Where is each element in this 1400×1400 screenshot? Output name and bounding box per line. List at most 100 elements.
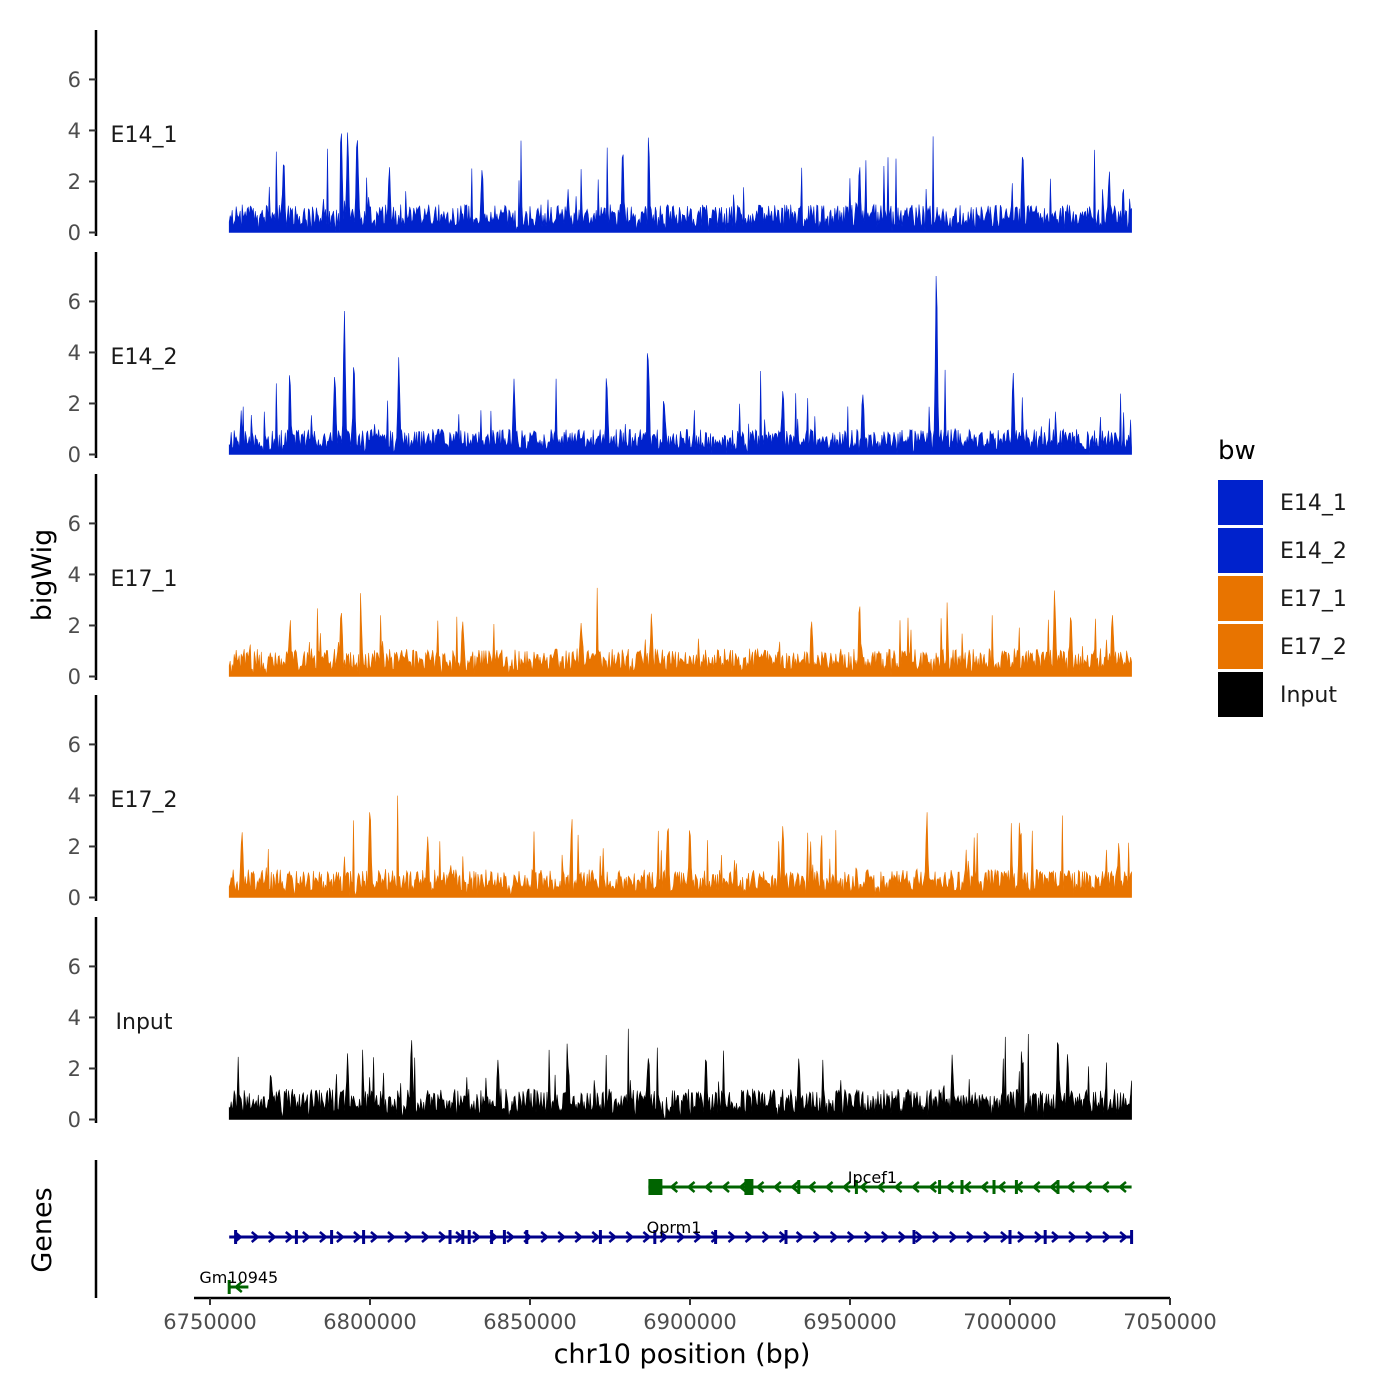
strand-arrow-Ipcef1 xyxy=(772,1181,782,1193)
legend-item-E14_1: E14_1 xyxy=(1218,480,1347,525)
exon-Oprm1 xyxy=(490,1230,494,1244)
y-tick-label-Input-0: 0 xyxy=(68,1108,81,1132)
panel-E14_1: 0 2 4 6 E14_1 xyxy=(68,30,1132,245)
strand-arrow-Oprm1 xyxy=(880,1231,890,1243)
signal-area-E14_2 xyxy=(228,275,1132,455)
y-tick-label-E14_2-6: 6 xyxy=(68,290,81,314)
exon-Oprm1 xyxy=(1008,1230,1012,1244)
strand-arrow-Oprm1 xyxy=(472,1231,482,1243)
gene-label-Oprm1: Oprm1 xyxy=(647,1218,702,1237)
strand-arrow-Ipcef1 xyxy=(1118,1181,1127,1193)
panel-Input: 0 2 4 6 Input xyxy=(68,917,1132,1132)
strand-arrow-Ipcef1 xyxy=(1048,1181,1058,1193)
strand-arrow-Oprm1 xyxy=(250,1231,260,1243)
legend-item-Input: Input xyxy=(1218,672,1337,717)
signal-area-E14_1 xyxy=(228,132,1132,233)
y-axis-title: bigWig xyxy=(27,529,58,622)
strand-arrow-Oprm1 xyxy=(336,1231,345,1243)
strand-arrow-Oprm1 xyxy=(404,1231,413,1243)
legend-label-E14_2: E14_2 xyxy=(1280,539,1347,564)
strand-arrow-Oprm1 xyxy=(676,1231,686,1243)
strand-arrow-Oprm1 xyxy=(267,1231,277,1243)
strand-arrow-Oprm1 xyxy=(966,1231,975,1243)
strand-arrow-Oprm1 xyxy=(302,1231,311,1243)
track-label-E14_2: E14_2 xyxy=(111,345,178,370)
genes-axis-title: Genes xyxy=(27,1187,58,1272)
y-tick-label-Input-6: 6 xyxy=(68,955,81,979)
signal-area-Input xyxy=(228,1028,1132,1120)
legend-label-E17_1: E17_1 xyxy=(1280,587,1347,612)
exon-Oprm1 xyxy=(467,1230,471,1244)
y-tick-label-E14_2-4: 4 xyxy=(68,341,81,365)
strand-arrow-Oprm1 xyxy=(1017,1231,1026,1243)
y-tick-label-E17_1-2: 2 xyxy=(68,614,81,638)
y-tick-label-E17_1-0: 0 xyxy=(68,665,81,689)
legend-label-Input: Input xyxy=(1280,683,1337,708)
strand-arrow-Oprm1 xyxy=(642,1231,652,1243)
legend-swatch-E17_2 xyxy=(1218,624,1263,669)
strand-arrow-Ipcef1 xyxy=(893,1181,903,1193)
exon-Ipcef1 xyxy=(797,1180,801,1194)
exon-Oprm1 xyxy=(362,1230,366,1244)
strand-arrow-Oprm1 xyxy=(540,1231,550,1243)
exon-Oprm1 xyxy=(294,1230,298,1244)
y-tick-label-E14_1-6: 6 xyxy=(68,68,81,92)
strand-arrow-Ipcef1 xyxy=(979,1181,989,1193)
strand-arrow-Ipcef1 xyxy=(1031,1181,1041,1193)
signal-panels: 0 2 4 6 E14_1 0 2 4 6 E14_2 0 2 4 6 E17_1 0 2 4 6 E17_2 0 2 4 6… xyxy=(68,30,1132,1132)
strand-arrow-Oprm1 xyxy=(284,1231,294,1243)
exon-block-Ipcef1 xyxy=(648,1179,663,1195)
x-tick-label-6900000: 6900000 xyxy=(643,1310,737,1334)
exon-Oprm1 xyxy=(330,1230,334,1244)
strand-arrow-Oprm1 xyxy=(1068,1231,1077,1243)
gene-label-Ipcef1: Ipcef1 xyxy=(848,1168,897,1187)
legend-item-E17_2: E17_2 xyxy=(1218,624,1347,669)
strand-arrow-Ipcef1 xyxy=(755,1181,765,1193)
strand-arrow-Oprm1 xyxy=(1102,1231,1112,1243)
strand-arrow-Oprm1 xyxy=(710,1231,720,1243)
strand-arrow-Oprm1 xyxy=(1119,1231,1129,1243)
exon-Oprm1 xyxy=(1043,1230,1047,1244)
gene-Oprm1: Oprm1 xyxy=(229,1218,1134,1244)
y-tick-label-E17_2-0: 0 xyxy=(68,886,81,910)
exon-Oprm1 xyxy=(234,1230,238,1244)
strand-arrow-Ipcef1 xyxy=(721,1181,730,1193)
x-tick-label-7050000: 7050000 xyxy=(1123,1310,1217,1334)
strand-arrow-Oprm1 xyxy=(983,1231,992,1243)
strand-arrow-Oprm1 xyxy=(608,1231,618,1243)
strand-arrow-Oprm1 xyxy=(897,1231,907,1243)
strand-arrow-Oprm1 xyxy=(727,1231,737,1243)
exon-Oprm1 xyxy=(714,1230,718,1244)
strand-arrow-Ipcef1 xyxy=(945,1181,955,1193)
x-tick-label-7000000: 7000000 xyxy=(963,1310,1057,1334)
exon-Ipcef1 xyxy=(1056,1180,1060,1194)
y-tick-label-E14_1-2: 2 xyxy=(68,170,81,194)
strand-arrow-Ipcef1 xyxy=(841,1181,851,1193)
x-tick-label-6800000: 6800000 xyxy=(323,1310,417,1334)
strand-arrow-Oprm1 xyxy=(949,1231,958,1243)
exon-Oprm1 xyxy=(1130,1230,1134,1244)
track-label-E14_1: E14_1 xyxy=(111,123,178,148)
strand-arrow-Oprm1 xyxy=(591,1231,601,1243)
y-tick-label-Input-2: 2 xyxy=(68,1057,81,1081)
gene-Gm10945: Gm10945 xyxy=(199,1268,278,1294)
exon-Ipcef1 xyxy=(854,1180,858,1194)
strand-arrow-Ipcef1 xyxy=(910,1181,920,1193)
legend-item-E14_2: E14_2 xyxy=(1218,528,1347,573)
genes-panel: Genes Ipcef1 Oprm1 Gm10945 xyxy=(27,1160,1134,1298)
strand-arrow-Oprm1 xyxy=(1051,1231,1060,1243)
y-tick-label-E17_2-6: 6 xyxy=(68,733,81,757)
strand-arrow-Oprm1 xyxy=(761,1231,771,1243)
y-tick-label-E14_2-2: 2 xyxy=(68,392,81,416)
exon-Oprm1 xyxy=(448,1230,452,1244)
strand-arrow-Oprm1 xyxy=(1085,1231,1094,1243)
strand-arrow-Oprm1 xyxy=(829,1231,839,1243)
strand-arrow-Oprm1 xyxy=(319,1231,328,1243)
track-label-E17_2: E17_2 xyxy=(111,788,178,813)
x-axis-title: chr10 position (bp) xyxy=(554,1339,811,1370)
strand-arrow-Ipcef1 xyxy=(928,1181,937,1193)
signal-area-E17_2 xyxy=(228,795,1132,898)
strand-arrow-Ipcef1 xyxy=(1066,1181,1076,1193)
strand-arrow-Ipcef1 xyxy=(1100,1181,1110,1193)
exon-Oprm1 xyxy=(461,1230,465,1244)
